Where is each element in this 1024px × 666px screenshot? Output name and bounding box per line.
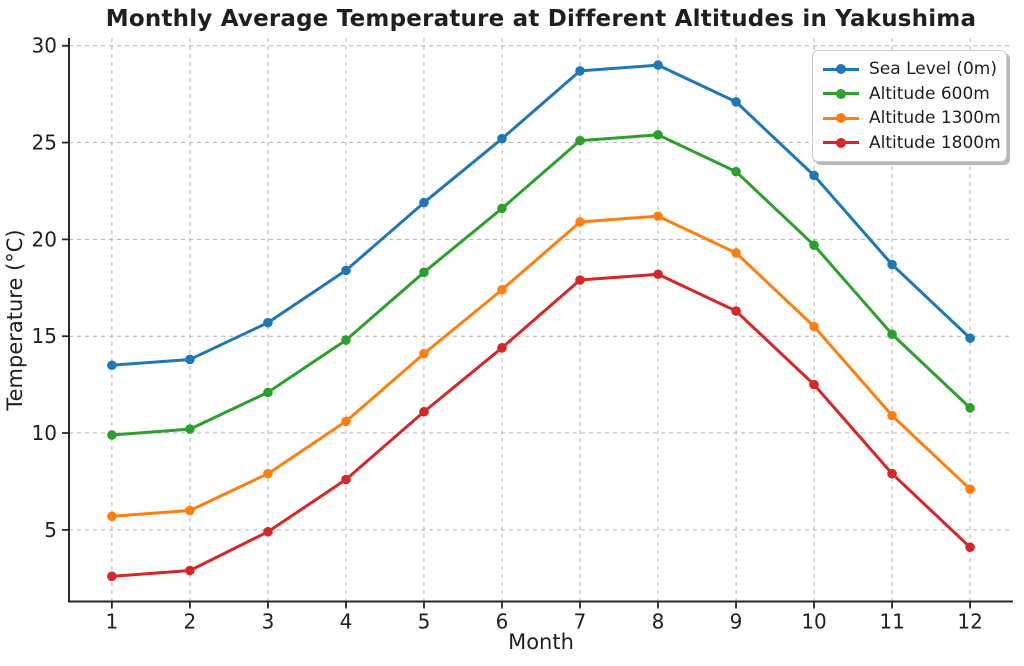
data-point [263, 317, 273, 328]
series-line-3 [110, 272, 972, 578]
x-tick-label-4: 4 [340, 610, 353, 634]
x-tick-label-7: 7 [574, 610, 587, 634]
data-point [887, 259, 897, 270]
data-point [653, 60, 663, 70]
data-point [887, 468, 897, 479]
y-tick-label-15: 15 [32, 324, 57, 348]
data-point [341, 416, 351, 427]
legend-item-0: Sea Level (0m) [823, 59, 997, 80]
series-line-2 [110, 214, 972, 518]
data-point [809, 379, 819, 390]
data-point [731, 248, 741, 258]
data-point [575, 66, 585, 76]
data-point [887, 410, 897, 421]
data-point [263, 387, 273, 398]
data-point [575, 217, 585, 227]
x-axis-label: Month [508, 630, 574, 654]
data-point [107, 360, 117, 371]
data-point [731, 97, 741, 107]
x-tick-label-10: 10 [801, 610, 826, 634]
legend-label: Altitude 1800m [869, 132, 1001, 153]
legend: Sea Level (0m) Altitude 600m Altitude 1300… [812, 50, 1007, 162]
data-point [497, 203, 507, 214]
data-point [965, 333, 975, 343]
data-point [263, 526, 273, 537]
x-tick-label-8: 8 [652, 610, 665, 634]
x-tick-label-2: 2 [184, 610, 197, 634]
data-point [341, 265, 351, 276]
legend-swatch-icon [823, 88, 859, 100]
data-point [887, 329, 897, 340]
data-point [497, 343, 507, 353]
data-point [341, 474, 351, 485]
data-point [419, 348, 429, 359]
data-point [185, 505, 195, 516]
x-tick-label-6: 6 [496, 610, 509, 634]
data-point [965, 542, 975, 553]
x-tick-label-5: 5 [418, 610, 431, 634]
data-point [107, 430, 117, 440]
series-line-1 [110, 133, 972, 437]
y-axis-label: Temperature (°C) [3, 229, 27, 411]
data-point [107, 511, 117, 522]
data-point [809, 170, 819, 181]
legend-item-2: Altitude 1300m [823, 108, 1001, 128]
y-tick-label-20: 20 [32, 227, 57, 251]
data-point [419, 197, 429, 208]
legend-item-1: Altitude 600m [823, 84, 996, 104]
legend-swatch-icon [823, 137, 859, 149]
data-point [419, 267, 429, 278]
data-point [419, 406, 429, 417]
x-tick-label-3: 3 [262, 610, 275, 634]
y-tick-label-5: 5 [44, 518, 57, 542]
data-point [497, 133, 507, 144]
data-point [653, 211, 663, 221]
data-point [185, 565, 195, 576]
data-point [341, 335, 351, 345]
x-tick-label-11: 11 [879, 610, 904, 634]
data-point [965, 403, 975, 413]
data-point [185, 354, 195, 365]
legend-swatch-icon [823, 63, 859, 75]
data-point [263, 468, 273, 479]
data-point [653, 269, 663, 280]
chart-title: Monthly Average Temperature at Different… [105, 6, 977, 32]
x-tick-label-1: 1 [106, 610, 119, 634]
legend-swatch-icon [823, 112, 859, 124]
data-point [809, 321, 819, 332]
y-tick-label-25: 25 [32, 131, 57, 155]
data-point [185, 424, 195, 434]
data-point [809, 240, 819, 250]
y-tick-label-10: 10 [32, 421, 57, 445]
data-point [965, 484, 975, 494]
data-point [497, 284, 507, 295]
y-tick-label-30: 30 [32, 34, 57, 58]
legend-label: Altitude 1300m [869, 108, 1001, 129]
data-point [575, 135, 585, 146]
legend-item-3: Altitude 1800m [823, 133, 1001, 153]
data-point [575, 275, 585, 285]
x-tick-label-9: 9 [730, 610, 743, 634]
data-point [731, 306, 741, 316]
x-tick-label-12: 12 [957, 610, 982, 634]
legend-label: Sea Level (0m) [869, 59, 997, 80]
data-point [731, 166, 741, 177]
series-line-0 [110, 63, 972, 367]
legend-label: Altitude 600m [869, 83, 990, 104]
data-point [107, 571, 117, 582]
data-point [653, 130, 663, 140]
